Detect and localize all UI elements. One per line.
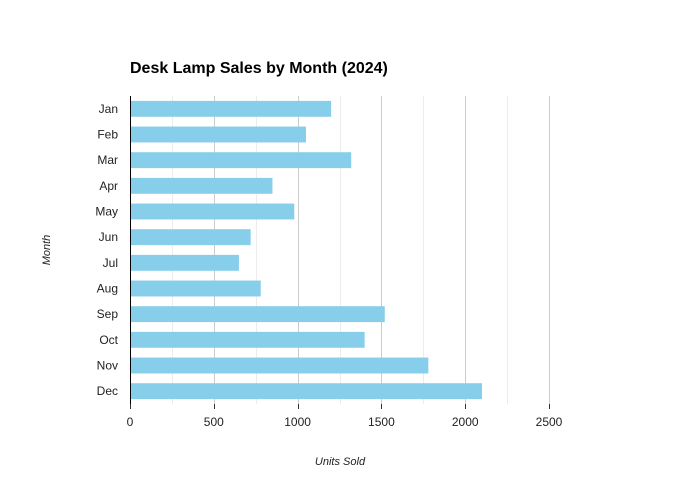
y-tick-label: Mar	[97, 153, 118, 167]
x-tick-label: 2000	[452, 415, 479, 429]
bar-oct	[131, 331, 365, 348]
y-tick-label: Jul	[103, 256, 118, 270]
x-tick-label: 500	[204, 415, 224, 429]
y-tick-label: Jun	[99, 230, 118, 244]
y-tick-label: Sep	[97, 307, 119, 321]
y-tick-label: Nov	[97, 359, 118, 373]
y-tick-label: Apr	[99, 179, 118, 193]
x-tick-label: 0	[127, 415, 134, 429]
bar-nov	[131, 357, 429, 374]
y-axis-label: Month	[41, 235, 53, 266]
chart-title: Desk Lamp Sales by Month (2024)	[130, 60, 388, 77]
bar-dec	[131, 383, 482, 400]
bar-jun	[131, 229, 251, 246]
y-tick-label: Aug	[97, 282, 118, 296]
y-tick-label: May	[95, 205, 118, 219]
bar-jan	[131, 100, 332, 117]
y-tick-label: Jan	[99, 102, 118, 116]
x-tick-labels: 0 500 1000 1500 2000 2500	[127, 404, 563, 429]
bar-may	[131, 203, 295, 220]
y-tick-label: Oct	[99, 333, 118, 347]
bar-sep	[131, 306, 385, 323]
bar-jul	[131, 254, 239, 271]
y-tick-labels: Jan Feb Mar Apr May Jun Jul Aug Sep Oct Nov Dec	[95, 102, 118, 398]
x-tick-label: 1000	[284, 415, 311, 429]
y-tick-label: Dec	[97, 384, 118, 398]
bar-mar	[131, 152, 352, 169]
grid-layer	[172, 96, 550, 404]
bar-apr	[131, 177, 273, 194]
x-tick-label: 2500	[536, 415, 563, 429]
bar-feb	[131, 126, 306, 143]
x-axis-label: Units Sold	[315, 456, 366, 468]
x-tick-label: 1500	[368, 415, 395, 429]
bar-layer	[131, 100, 482, 400]
bar-aug	[131, 280, 261, 297]
y-tick-label: Feb	[97, 128, 118, 142]
